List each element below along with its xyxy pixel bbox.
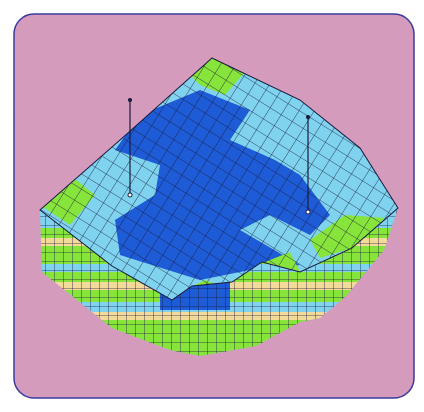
well-head [306, 115, 310, 119]
well-end [127, 192, 133, 198]
well-head [128, 98, 132, 102]
top-outline [39, 57, 399, 301]
well-end [305, 209, 311, 215]
